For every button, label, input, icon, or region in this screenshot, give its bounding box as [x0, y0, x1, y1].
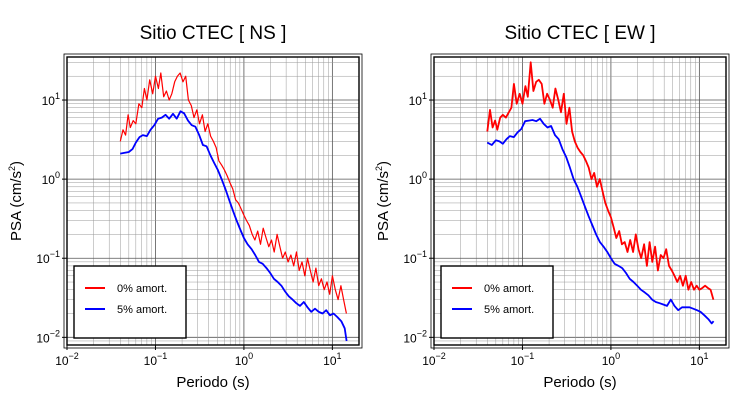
y-tick-label: 10−1	[36, 249, 60, 266]
series-line-amort-0	[119, 72, 347, 314]
chart-title: Sitio CTEC [ EW ]	[505, 23, 656, 44]
y-axis-label: PSA (cm/s2)	[374, 161, 392, 241]
y-tick-label: 10−1	[403, 249, 427, 266]
plot-frame	[433, 56, 727, 346]
x-tick-label: 10−2	[422, 351, 446, 368]
legend: 0% amort. 5% amort.	[440, 265, 554, 339]
x-tick-label: 10−2	[55, 351, 79, 368]
plot-frame-outer	[63, 53, 363, 349]
series-line-amort-0	[486, 61, 715, 300]
x-tick-label: 101	[323, 351, 341, 368]
x-tick-label: 10−1	[144, 351, 168, 368]
chart-panel-ns: 10−2 10−1 100 101 10−2 10−1 100 101 0% amort. 5% …	[7, 23, 363, 391]
y-tick-label: 100	[42, 170, 60, 187]
legend-label: 0% amort.	[484, 283, 534, 295]
x-tick-label: 100	[602, 351, 620, 368]
legend-box	[73, 265, 187, 339]
y-tick-label: 101	[409, 91, 427, 108]
y-tick-label: 10−2	[403, 328, 427, 345]
chart-title: Sitio CTEC [ NS ]	[140, 23, 287, 44]
x-tick-label: 10−1	[511, 351, 535, 368]
plot-frame-outer	[430, 53, 730, 349]
y-axis-label: PSA (cm/s2)	[7, 161, 25, 241]
legend-label: 5% amort.	[117, 304, 167, 316]
x-axis-label: Periodo (s)	[543, 374, 616, 391]
legend-label: 5% amort.	[484, 304, 534, 316]
chart-panel-ew: 10−2 10−1 100 101 10−2 10−1 100 101 0% amort. 5% …	[374, 23, 730, 391]
legend-box	[440, 265, 554, 339]
x-tick-label: 100	[235, 351, 253, 368]
legend-label: 0% amort.	[117, 283, 167, 295]
series-line-amort-5	[120, 110, 348, 342]
series-line-amort-5	[486, 117, 715, 325]
legend: 0% amort. 5% amort.	[73, 265, 187, 339]
plot-frame	[66, 56, 360, 346]
y-tick-label: 10−2	[36, 328, 60, 345]
y-tick-label: 100	[409, 170, 427, 187]
y-tick-label: 101	[42, 91, 60, 108]
x-axis-label: Periodo (s)	[176, 374, 249, 391]
x-tick-label: 101	[690, 351, 708, 368]
